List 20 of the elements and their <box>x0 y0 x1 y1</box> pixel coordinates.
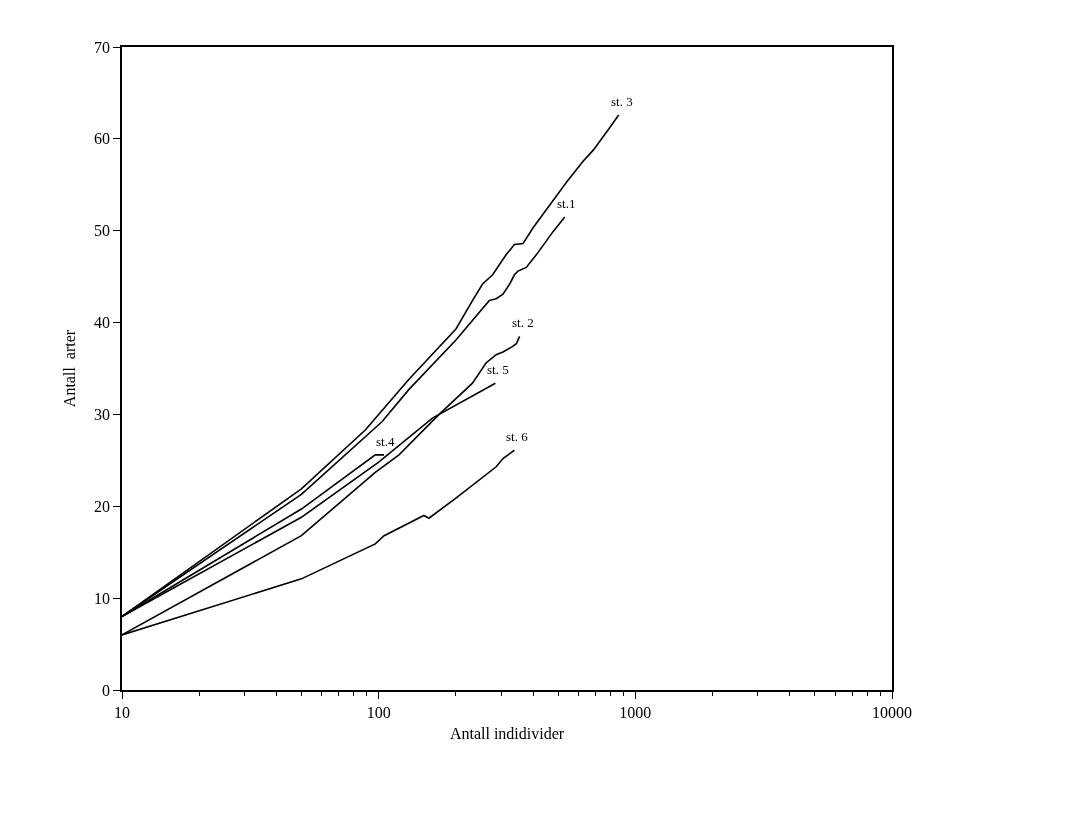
y-tick-label: 30 <box>94 406 111 424</box>
x-tick-label: 100 <box>366 703 391 721</box>
y-axis-title: Antall arter <box>61 329 79 408</box>
series-label: st. 5 <box>487 362 509 377</box>
x-axis-title: Antall indidivider <box>449 725 565 743</box>
series-label: st.4 <box>376 434 395 449</box>
x-tick-label: 10 <box>114 703 130 721</box>
x-tick-label: 1000 <box>619 703 652 721</box>
y-tick-label: 10 <box>94 589 111 607</box>
series-label: st. 3 <box>611 94 633 109</box>
y-tick-label: 40 <box>94 314 111 332</box>
y-tick-label: 70 <box>94 38 111 56</box>
y-tick-label: 50 <box>94 222 111 240</box>
y-tick-label: 20 <box>94 497 111 515</box>
series-label: st. 6 <box>506 429 529 444</box>
series-label: st. 2 <box>512 315 534 330</box>
y-tick-label: 60 <box>94 130 111 148</box>
y-tick-label: 0 <box>102 681 111 699</box>
x-tick-label: 10000 <box>872 703 912 721</box>
series-label: st.1 <box>557 196 576 211</box>
